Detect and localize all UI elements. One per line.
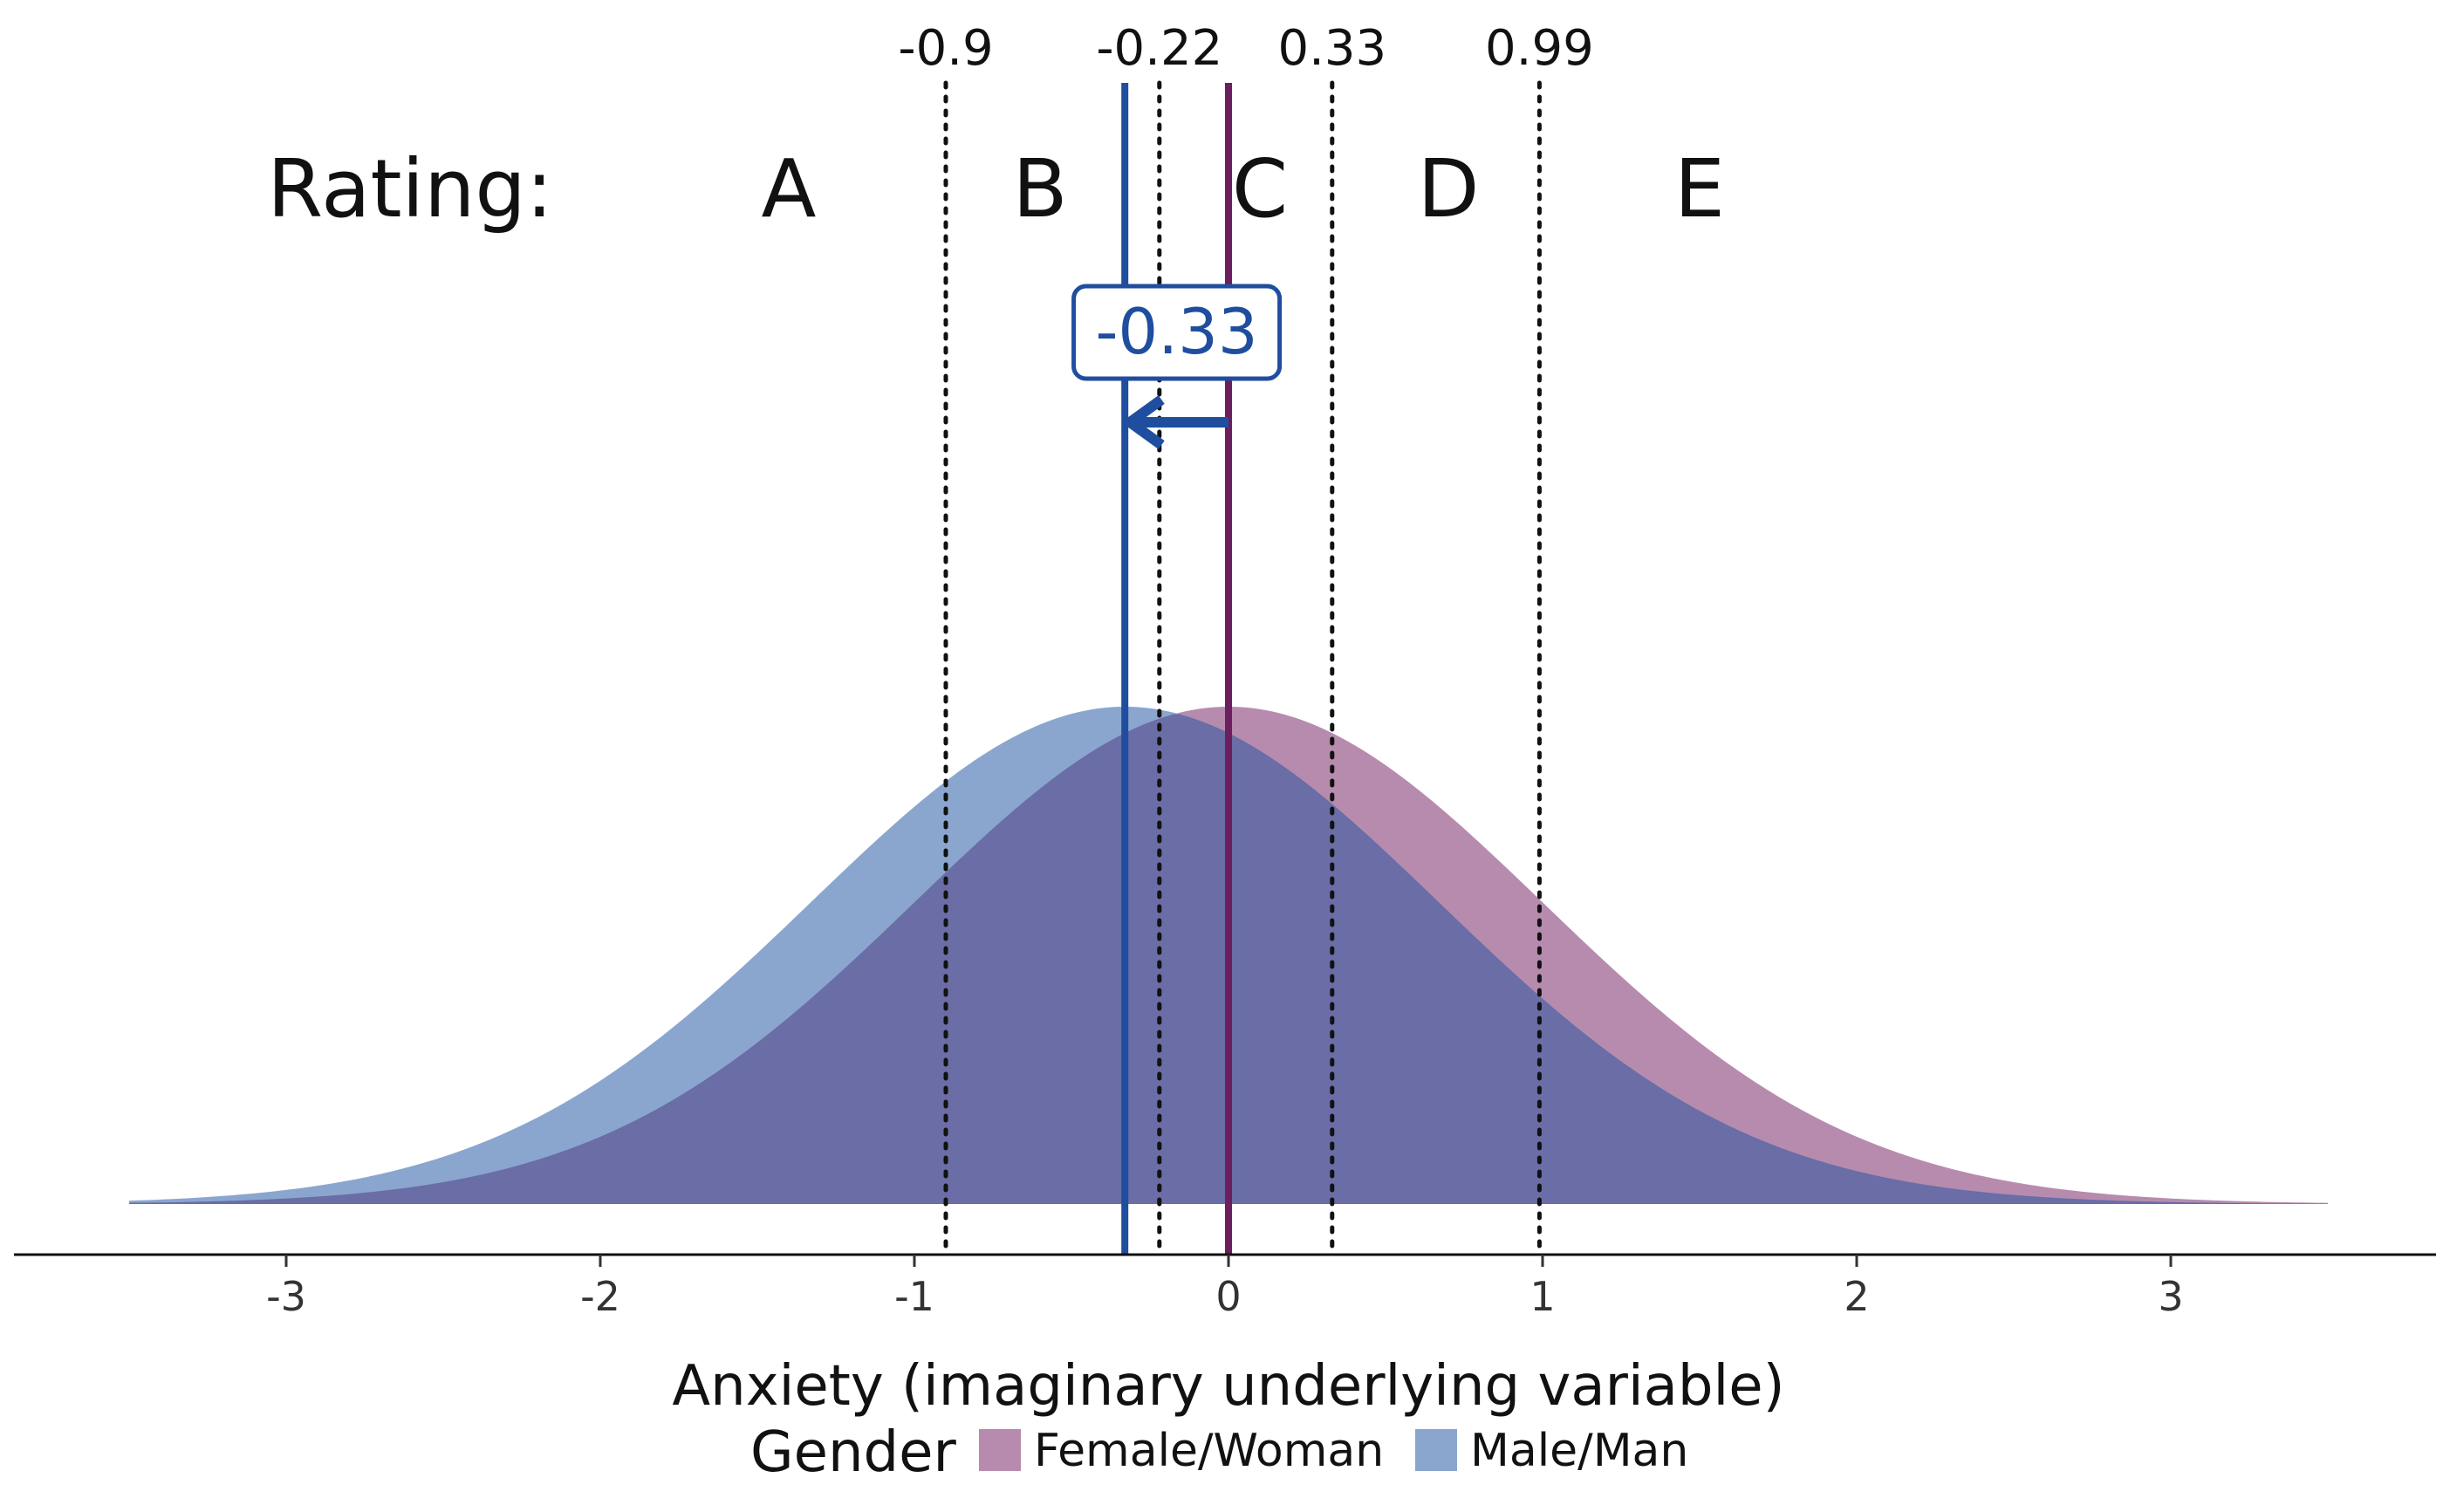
legend-swatch — [979, 1429, 1021, 1471]
threshold-label: 0.99 — [1485, 20, 1594, 77]
rating-letter: E — [1674, 142, 1725, 236]
x-tick-label: 3 — [2158, 1273, 2183, 1320]
x-tick-label: -2 — [580, 1273, 620, 1320]
shift-label-box — [1071, 284, 1283, 381]
legend-item-label: Male/Man — [1470, 1425, 1688, 1477]
shift-arrowhead — [1120, 395, 1165, 449]
threshold-label: -0.9 — [898, 20, 993, 77]
legend-title: Gender — [750, 1420, 957, 1485]
rating-letter: B — [1012, 142, 1067, 236]
shift-label: -0.33 — [1095, 295, 1257, 368]
rating-letter: C — [1232, 142, 1288, 236]
rating-letter: A — [762, 142, 817, 236]
rating-label: Rating: — [267, 142, 553, 236]
legend-swatch — [1415, 1429, 1457, 1471]
x-tick-label: 1 — [1530, 1273, 1555, 1320]
x-tick-label: -1 — [894, 1273, 934, 1320]
threshold-label: 0.33 — [1277, 20, 1386, 77]
threshold-label: -0.22 — [1096, 20, 1222, 77]
legend-item-label: Female/Woman — [1034, 1425, 1384, 1477]
x-tick-label: -3 — [266, 1273, 306, 1320]
x-tick-label: 2 — [1844, 1273, 1869, 1320]
x-axis-title: Anxiety (imaginary underlying variable) — [672, 1354, 1784, 1419]
rating-letter: D — [1418, 142, 1480, 236]
x-tick-label: 0 — [1215, 1273, 1241, 1320]
